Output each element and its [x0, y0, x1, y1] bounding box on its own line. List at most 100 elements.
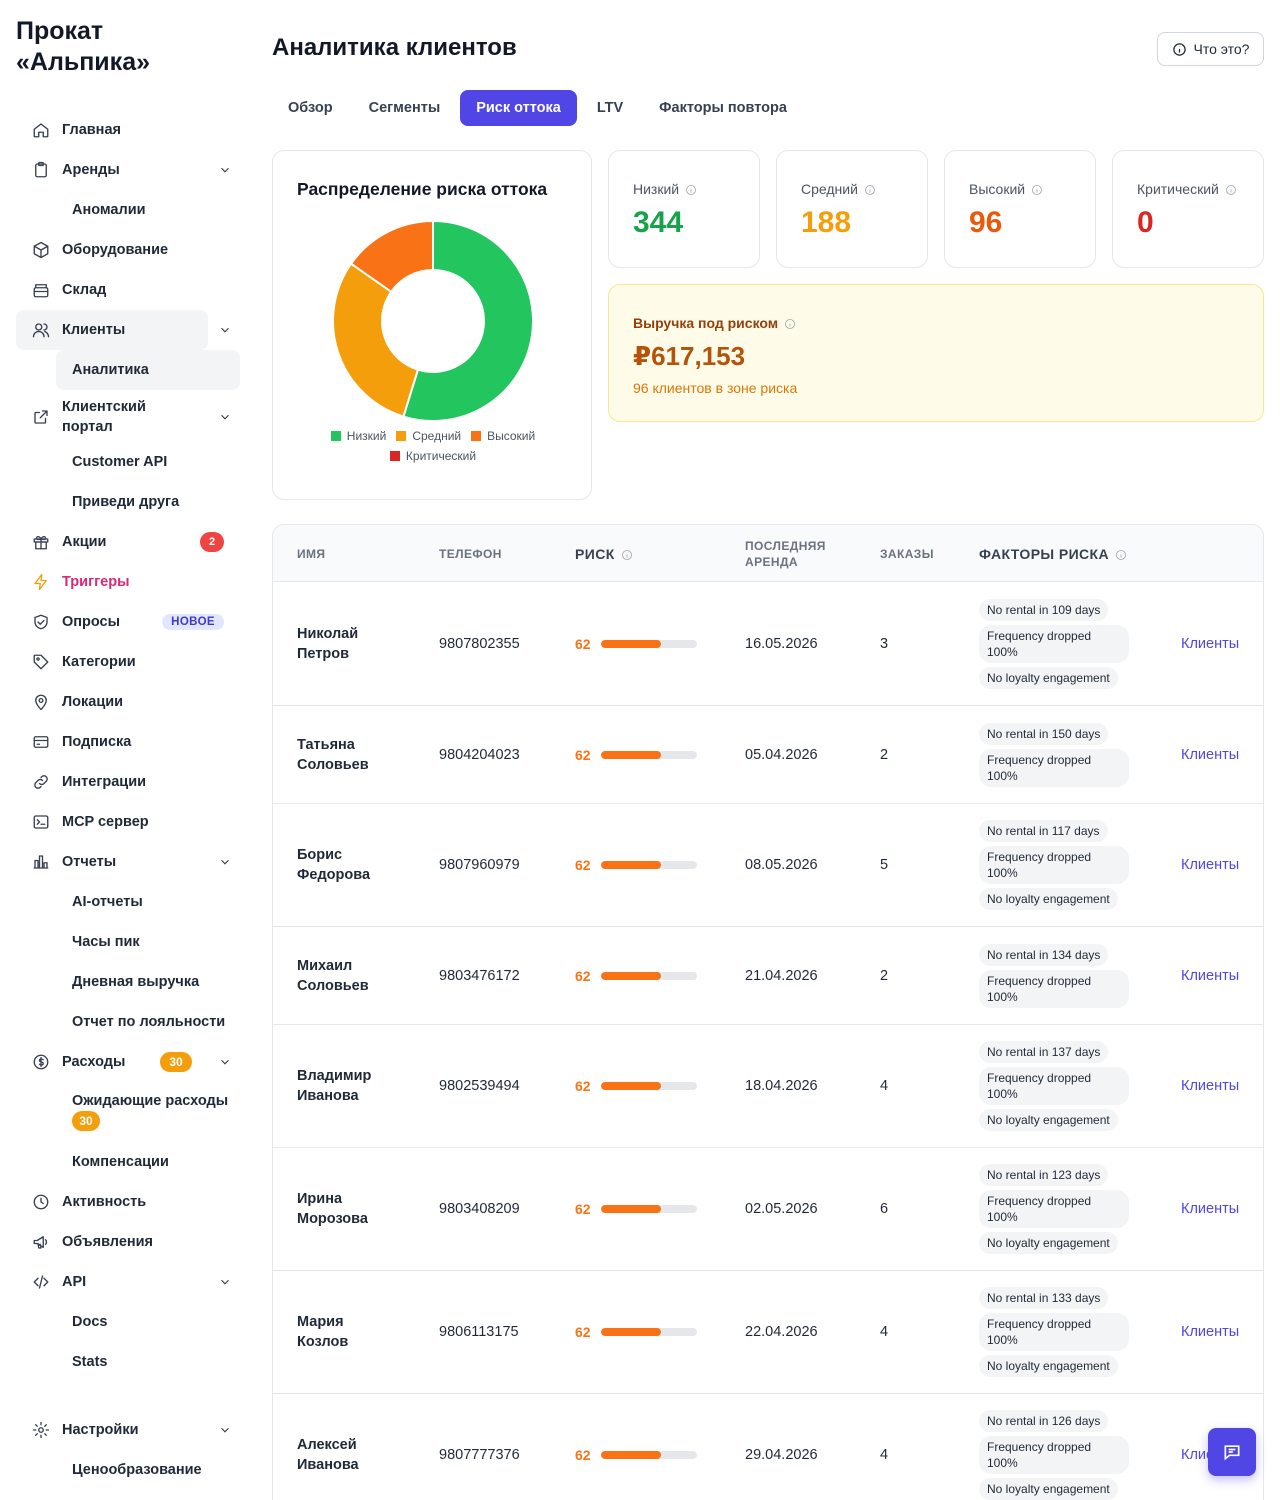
table-row[interactable]: Татьяна Соловьев 9804204023 62 05.04.2026 2 No… — [273, 706, 1263, 804]
brand-logo[interactable]: Прокат «Альпика» — [16, 16, 150, 78]
sidebar-item-api[interactable]: API — [16, 1262, 240, 1302]
sidebar-item-triggers[interactable]: Триггеры — [16, 562, 240, 602]
sidebar-subitem-anomalies[interactable]: Аномалии — [72, 202, 146, 218]
clients-link[interactable]: Клиенты — [1181, 1201, 1240, 1217]
info-icon[interactable] — [864, 183, 876, 195]
sidebar-item-surveys[interactable]: Опросы НОВОЕ — [16, 602, 240, 642]
sidebar-subitem-pricing[interactable]: Ценообразование — [72, 1462, 202, 1478]
sidebar-item-locations[interactable]: Локации — [16, 682, 240, 722]
chevron-down-icon[interactable] — [218, 323, 232, 337]
sidebar-item-subscription[interactable]: Подписка — [16, 722, 240, 762]
clients-link[interactable]: Клиенты — [1181, 1078, 1240, 1094]
clients-link[interactable]: Клиенты — [1181, 1324, 1240, 1340]
risk-score-value: 62 — [575, 1078, 591, 1094]
sidebar-item-label: Оборудование — [62, 242, 169, 258]
sidebar-item-home[interactable]: Главная — [16, 110, 240, 150]
sidebar-item-warehouse[interactable]: Склад — [16, 270, 240, 310]
chevron-down-icon[interactable] — [218, 163, 232, 177]
sidebar-item-activity[interactable]: Активность — [16, 1182, 240, 1222]
chevron-down-icon[interactable] — [218, 1275, 232, 1289]
risk-factor-chip: Frequency dropped 100% — [979, 969, 1129, 1008]
column-header-risk[interactable]: РИСК — [575, 525, 633, 582]
info-icon[interactable] — [1225, 183, 1237, 195]
sidebar-subitem-customer-api[interactable]: Customer API — [72, 454, 168, 470]
sidebar-item-announcements[interactable]: Объявления — [16, 1222, 240, 1262]
tab-segments[interactable]: Сегменты — [368, 100, 441, 116]
table-row[interactable]: Николай Петров 9807802355 62 16.05.2026 3 No r… — [273, 583, 1263, 706]
chevron-down-icon[interactable] — [218, 410, 232, 424]
sidebar-subitem-peak-hours[interactable]: Часы пик — [72, 934, 140, 950]
table-row[interactable]: Ирина Морозова 9803408209 62 02.05.2026 6 No r… — [273, 1148, 1263, 1271]
legend-label: Критический — [405, 449, 477, 463]
info-icon[interactable] — [1115, 548, 1127, 560]
tab-churn-risk[interactable]: Риск оттока — [460, 90, 577, 126]
sidebar-item-client-portal[interactable]: Клиентский портал — [16, 392, 240, 442]
help-button[interactable]: Что это? — [1157, 32, 1264, 66]
column-header-risk-factors[interactable]: ФАКТОРЫ РИСКА — [979, 525, 1127, 582]
risk-bar — [601, 640, 697, 648]
column-header-last-rental[interactable]: ПОСЛЕДНЯЯ АРЕНДА — [745, 525, 826, 582]
info-icon[interactable] — [784, 317, 796, 329]
legend-item[interactable]: Высокий — [471, 429, 535, 443]
sidebar-subitem-stats[interactable]: Stats — [72, 1354, 108, 1370]
column-header-orders[interactable]: ЗАКАЗЫ — [880, 546, 934, 561]
table-row[interactable]: Мария Козлов 9806113175 62 22.04.2026 4 No ren… — [273, 1271, 1263, 1394]
legend-item[interactable]: Критический — [389, 449, 477, 463]
risk-factor-chip: Frequency dropped 100% — [979, 1067, 1129, 1105]
sidebar-item-integrations[interactable]: Интеграции — [16, 762, 240, 802]
sidebar-subitem-analytics[interactable]: Аналитика — [56, 350, 240, 390]
sidebar-item-categories[interactable]: Категории — [16, 642, 240, 682]
chevron-down-icon[interactable] — [218, 1423, 232, 1437]
sidebar-item-reports[interactable]: Отчеты — [16, 842, 240, 882]
sidebar-item-promotions[interactable]: Акции 2 — [16, 522, 240, 562]
tab-repeat-factors[interactable]: Факторы повтора — [659, 100, 787, 116]
clients-link[interactable]: Клиенты — [1181, 857, 1240, 873]
sidebar-subitem-ai-reports[interactable]: AI-отчеты — [72, 894, 143, 910]
sidebar-subitem-loyalty-report[interactable]: Отчет по лояльности — [72, 1014, 226, 1030]
chat-button[interactable] — [1208, 1428, 1256, 1476]
risk-score-value: 62 — [575, 1447, 591, 1463]
slice-medium[interactable] — [332, 262, 420, 418]
chevron-down-icon[interactable] — [218, 855, 232, 869]
clients-link[interactable]: Клиенты — [1181, 967, 1240, 984]
risk-score: 62 — [575, 1148, 697, 1270]
sidebar-item-expenses[interactable]: Расходы 30 — [16, 1042, 240, 1082]
last-rental-date: 05.04.2026 — [745, 746, 818, 763]
sidebar-item-rentals[interactable]: Аренды — [16, 150, 240, 190]
client-name: Михаил Соловьев — [297, 927, 417, 1024]
sidebar-item-equipment[interactable]: Оборудование — [16, 230, 240, 270]
risk-factor-chip: No loyalty engagement — [979, 1355, 1118, 1377]
sidebar-subitem-compensations[interactable]: Компенсации — [72, 1154, 169, 1170]
slice-low[interactable] — [402, 219, 534, 422]
risk-factor-chip: No rental in 126 days — [979, 1410, 1109, 1432]
sidebar-subitem-pending-expenses[interactable]: Ожидающие расходы 30 — [16, 1082, 240, 1142]
table-row[interactable]: Борис Федорова 9807960979 62 08.05.2026 5 No r… — [273, 804, 1263, 927]
legend-item[interactable]: Низкий — [330, 429, 386, 443]
tab-ltv[interactable]: LTV — [596, 100, 624, 116]
chevron-down-icon[interactable] — [218, 1055, 232, 1069]
table-row[interactable]: Михаил Соловьев 9803476172 62 21.04.2026 2 No … — [273, 927, 1263, 1025]
revenue-risk-label-text: Выручка под риском — [633, 315, 779, 331]
table-row[interactable]: Владимир Иванова 9802539494 62 18.04.2026 4 No… — [273, 1025, 1263, 1148]
sidebar-subitem-daily-revenue[interactable]: Дневная выручка — [72, 974, 200, 990]
column-header-phone[interactable]: ТЕЛЕФОН — [439, 546, 502, 561]
clients-link[interactable]: Клиенты — [1181, 636, 1240, 652]
info-icon[interactable] — [621, 548, 633, 560]
legend-swatch — [330, 431, 341, 441]
new-badge: НОВОЕ — [162, 614, 224, 630]
stat-value: 96 — [969, 206, 1003, 239]
sidebar-subitem-referral[interactable]: Приведи друга — [72, 494, 180, 510]
sidebar-subitem-docs[interactable]: Docs — [72, 1314, 108, 1330]
sidebar-item-clients[interactable]: Клиенты — [16, 310, 229, 350]
slice-high[interactable] — [349, 219, 434, 294]
table-row[interactable]: Алексей Иванова 9807777376 62 29.04.2026 4 No … — [273, 1394, 1263, 1500]
info-icon[interactable] — [1031, 183, 1043, 195]
clients-link[interactable]: Клиенты — [1181, 746, 1240, 763]
tab-overview[interactable]: Обзор — [288, 100, 333, 116]
info-icon[interactable] — [685, 183, 697, 195]
legend-item[interactable]: Средний — [396, 429, 461, 443]
column-header-name[interactable]: ИМЯ — [297, 546, 326, 561]
sidebar-item-settings[interactable]: Настройки — [16, 1410, 240, 1450]
client-name: Мария Козлов — [297, 1271, 417, 1393]
sidebar-item-mcp-server[interactable]: MCP сервер — [16, 802, 240, 842]
